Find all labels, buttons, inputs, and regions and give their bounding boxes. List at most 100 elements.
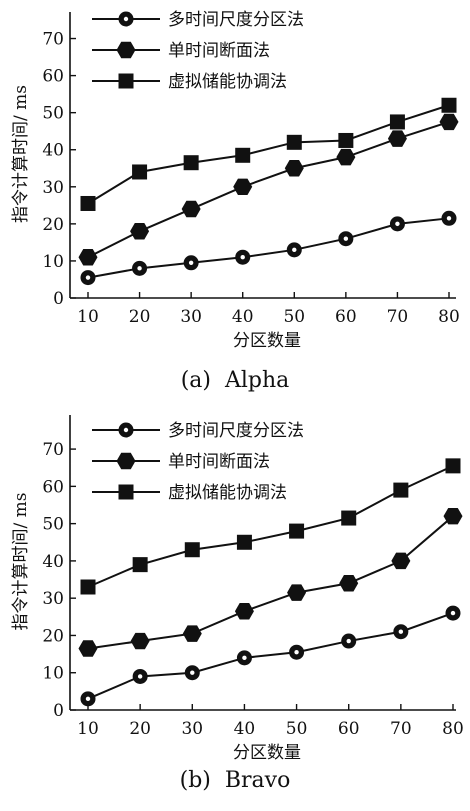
chart-a-svg: 0 10 20 30 40 50 60 70 10 20 30 40 50 60 70 80 分区数量 指令计算时… — [11, 10, 460, 351]
chart-a-series-1-point — [338, 231, 354, 247]
chart-a-legend-marker — [116, 41, 136, 59]
chart-a-series-3-point — [389, 114, 405, 130]
chart-a-caption-tag: (a) — [180, 368, 211, 393]
chart-a-series-2 — [78, 113, 459, 266]
chart-a-series-1-point — [183, 255, 199, 271]
chart-b-x-tick-label: 20 — [129, 719, 151, 739]
chart-a-series-1-point — [389, 216, 405, 232]
chart-a-series-3-point — [80, 195, 96, 211]
chart-b-series-1-point — [393, 624, 409, 640]
chart-a-x-tick-label: 60 — [335, 307, 357, 327]
chart-b-series-3-point — [184, 542, 200, 558]
chart-a-series-3-point — [338, 132, 354, 148]
chart-b-series-1-point — [289, 644, 305, 660]
chart-b-series-2-point — [130, 632, 150, 650]
chart-b-series-2-point — [339, 575, 359, 592]
chart-b-legend-marker — [118, 484, 134, 500]
chart-b-series-2-point — [287, 584, 307, 601]
chart-b-y-tick-label: 60 — [42, 477, 64, 497]
chart-b-x-tick-label: 30 — [181, 719, 203, 739]
chart-a-series-2-point — [233, 178, 253, 196]
chart-a-series-1-line — [87, 217, 450, 279]
chart-b-legend-label: 虚拟储能协调法 — [168, 483, 287, 503]
chart-a-series-1-point — [235, 249, 251, 265]
chart-b-y-tick-label: 30 — [42, 589, 64, 609]
chart-a-series-3-point — [183, 155, 199, 171]
chart-a-series-1-point — [132, 260, 148, 276]
chart-a-caption-name: Alpha — [225, 368, 290, 393]
chart-a-x-axis-label: 分区数量 — [233, 331, 301, 351]
chart-a-series-2-point — [439, 113, 459, 131]
chart-a-y-axis-label: 指令计算时间/ ms — [11, 85, 31, 223]
chart-a-series-3-point — [441, 97, 457, 113]
chart-b-series-3 — [80, 458, 461, 595]
chart-a-series-1 — [80, 210, 457, 286]
chart-a-series-2-point — [181, 200, 201, 218]
chart-b-series-3-point — [393, 482, 409, 498]
chart-b-series-3-point — [445, 458, 461, 474]
chart-b-series-3-line — [87, 464, 454, 588]
chart-a-series-2-point — [78, 249, 98, 266]
chart-b-series-3-point — [236, 534, 252, 550]
chart-b-series-2-point — [234, 603, 254, 620]
chart-a-legend-marker — [118, 73, 134, 89]
chart-b-x-tick-label: 60 — [338, 719, 360, 739]
chart-b-caption-name: Bravo — [224, 768, 291, 793]
chart-b-series-2-point — [182, 625, 202, 642]
chart-a-x-tick-label: 50 — [283, 307, 305, 327]
chart-b-y-tick-label: 10 — [42, 664, 64, 684]
chart-a-series-3 — [80, 97, 457, 211]
chart-b-x-tick-label: 50 — [286, 719, 308, 739]
chart-b-series-2-point — [391, 552, 411, 570]
chart-a-legend-label: 多时间尺度分区法 — [168, 10, 304, 30]
chart-b-caption: (b) Bravo — [0, 768, 470, 793]
chart-a-series-2-point — [284, 160, 304, 177]
chart-a-y-tick-label: 40 — [42, 141, 64, 161]
chart-a-series-2-point — [387, 130, 407, 147]
chart-b-x-tick-label: 80 — [442, 719, 464, 739]
chart-a-x-tick-label: 40 — [232, 307, 254, 327]
chart-a-legend-label: 单时间断面法 — [168, 41, 270, 61]
chart-panel-b: 0 10 20 30 40 50 60 70 10 20 30 40 50 60 70 80 分区数量 指令计算时… — [0, 405, 470, 811]
chart-b-series-2-point — [443, 507, 463, 525]
chart-b-y-tick-label: 70 — [42, 440, 64, 460]
chart-a-x-tick-label: 80 — [438, 307, 460, 327]
chart-a-y-tick-label: 70 — [42, 30, 64, 50]
chart-b-series-1 — [80, 605, 461, 707]
chart-panel-a: 0 10 20 30 40 50 60 70 10 20 30 40 50 60 70 80 分区数量 指令计算时… — [0, 0, 470, 405]
chart-a-y-tick-label: 10 — [42, 252, 64, 272]
chart-b-series-1-point — [445, 605, 461, 621]
chart-b-x-tick-label: 70 — [390, 719, 412, 739]
chart-b-y-tick-label: 50 — [42, 515, 64, 535]
chart-b-x-tick-label: 40 — [234, 719, 256, 739]
chart-b-svg: 0 10 20 30 40 50 60 70 10 20 30 40 50 60 70 80 分区数量 指令计算时… — [11, 415, 464, 763]
chart-a-series-3-point — [286, 134, 302, 150]
chart-b-series-3-point — [132, 557, 148, 573]
chart-a-series-2-point — [336, 148, 356, 166]
chart-b-legend-label: 多时间尺度分区法 — [168, 421, 304, 441]
chart-b-series-1-point — [184, 665, 200, 681]
chart-b-series-2 — [78, 507, 463, 657]
chart-a-legend-label: 虚拟储能协调法 — [168, 72, 287, 92]
chart-a-series-3-point — [132, 164, 148, 180]
chart-a-series-2-line — [87, 120, 450, 259]
chart-a-y-tick-label: 0 — [53, 289, 64, 309]
chart-b-series-1-point — [80, 691, 96, 707]
chart-b-series-1-point — [341, 633, 357, 649]
chart-a-series-3-point — [235, 147, 251, 163]
chart-b-y-tick-label: 0 — [53, 701, 64, 721]
chart-a-series-1-point — [80, 270, 96, 286]
chart-a-y-tick-label: 20 — [42, 215, 64, 235]
chart-b-series-3-point — [341, 510, 357, 526]
chart-b-legend-label: 单时间断面法 — [168, 452, 270, 472]
chart-b-y-tick-label: 20 — [42, 626, 64, 646]
chart-a-x-tick-label: 30 — [180, 307, 202, 327]
chart-b-series-1-line — [87, 612, 454, 700]
chart-a-x-tick-label: 70 — [387, 307, 409, 327]
chart-a-series-1-point — [441, 210, 457, 226]
chart-b-y-axis-label: 指令计算时间/ ms — [11, 493, 31, 631]
chart-b-x-axis-label: 分区数量 — [233, 743, 301, 763]
chart-b-legend-marker — [116, 452, 136, 470]
chart-b-legend-marker — [118, 422, 134, 438]
